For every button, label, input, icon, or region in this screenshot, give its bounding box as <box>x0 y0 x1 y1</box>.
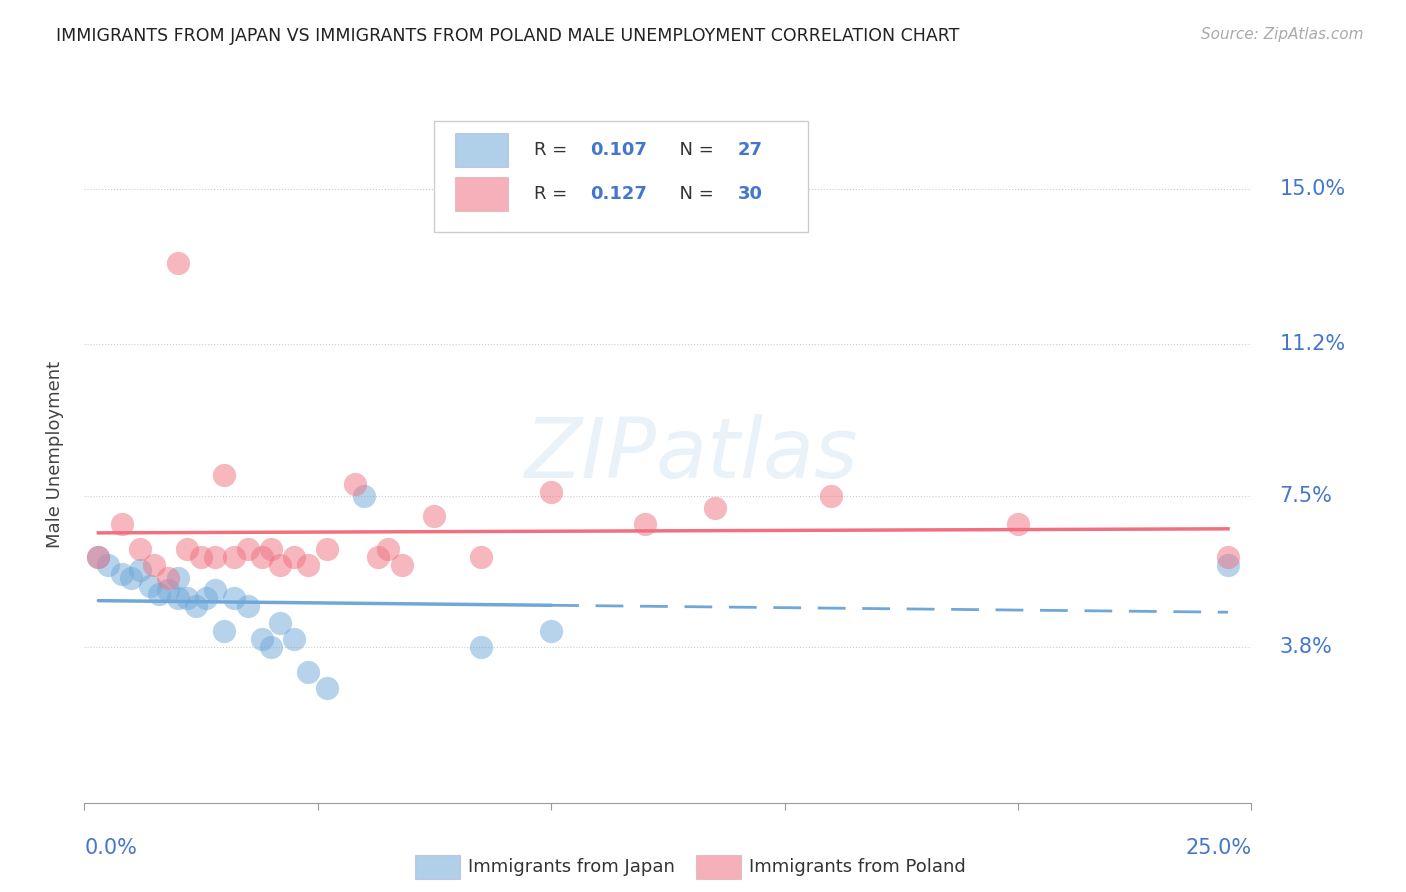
Point <box>166 255 188 269</box>
Text: Immigrants from Poland: Immigrants from Poland <box>749 858 966 876</box>
Point <box>236 542 259 557</box>
Point <box>283 550 305 565</box>
Point <box>540 484 562 499</box>
Point <box>176 542 198 557</box>
Text: 3.8%: 3.8% <box>1279 637 1333 657</box>
Point <box>540 624 562 638</box>
Text: N =: N = <box>668 185 720 203</box>
Point <box>367 550 389 565</box>
Point <box>87 550 110 565</box>
Text: 0.0%: 0.0% <box>84 838 138 858</box>
Point <box>316 542 339 557</box>
Point <box>1216 558 1239 573</box>
Point <box>157 571 180 585</box>
Text: N =: N = <box>668 141 720 159</box>
Point <box>820 489 842 503</box>
Point <box>633 517 655 532</box>
Point <box>166 591 188 606</box>
Point <box>87 550 110 565</box>
Text: 27: 27 <box>738 141 763 159</box>
Text: R =: R = <box>534 185 572 203</box>
Text: 30: 30 <box>738 185 763 203</box>
Point <box>391 558 413 573</box>
Point <box>377 542 399 557</box>
Text: 7.5%: 7.5% <box>1279 486 1333 506</box>
Point <box>190 550 212 565</box>
Point <box>204 550 226 565</box>
Point <box>204 582 226 597</box>
Point <box>111 566 134 581</box>
Point <box>138 579 160 593</box>
Text: Immigrants from Japan: Immigrants from Japan <box>468 858 675 876</box>
Point <box>214 468 236 483</box>
Point <box>222 550 245 565</box>
Text: ZIPatlas: ZIPatlas <box>524 415 858 495</box>
Point <box>1007 517 1029 532</box>
Point <box>120 571 142 585</box>
Point <box>1216 550 1239 565</box>
Point <box>470 640 492 655</box>
Point <box>703 501 725 516</box>
Point <box>214 624 236 638</box>
Point <box>194 591 217 606</box>
Text: IMMIGRANTS FROM JAPAN VS IMMIGRANTS FROM POLAND MALE UNEMPLOYMENT CORRELATION CH: IMMIGRANTS FROM JAPAN VS IMMIGRANTS FROM… <box>56 27 960 45</box>
Point <box>236 599 259 614</box>
Point <box>269 615 291 630</box>
Point <box>470 550 492 565</box>
Point <box>297 665 319 679</box>
Point <box>111 517 134 532</box>
FancyBboxPatch shape <box>456 134 508 167</box>
Point <box>129 542 152 557</box>
Point <box>269 558 291 573</box>
Point <box>423 509 446 524</box>
Text: 0.127: 0.127 <box>589 185 647 203</box>
Text: R =: R = <box>534 141 572 159</box>
Point <box>260 640 283 655</box>
Text: Source: ZipAtlas.com: Source: ZipAtlas.com <box>1201 27 1364 42</box>
Point <box>297 558 319 573</box>
Point <box>222 591 245 606</box>
Text: 11.2%: 11.2% <box>1279 334 1346 354</box>
Point <box>353 489 375 503</box>
Text: 25.0%: 25.0% <box>1185 838 1251 858</box>
Text: 0.107: 0.107 <box>589 141 647 159</box>
Point <box>344 476 367 491</box>
Text: 15.0%: 15.0% <box>1279 179 1346 199</box>
Point <box>148 587 170 601</box>
FancyBboxPatch shape <box>456 178 508 211</box>
Point <box>143 558 166 573</box>
Point <box>260 542 283 557</box>
FancyBboxPatch shape <box>434 121 808 232</box>
Point <box>283 632 305 646</box>
Point <box>176 591 198 606</box>
Point <box>316 681 339 696</box>
Point <box>97 558 120 573</box>
Point <box>166 571 188 585</box>
Y-axis label: Male Unemployment: Male Unemployment <box>45 361 63 549</box>
Point <box>250 632 273 646</box>
Point <box>186 599 208 614</box>
Point <box>129 562 152 576</box>
Point <box>157 582 180 597</box>
Point <box>250 550 273 565</box>
